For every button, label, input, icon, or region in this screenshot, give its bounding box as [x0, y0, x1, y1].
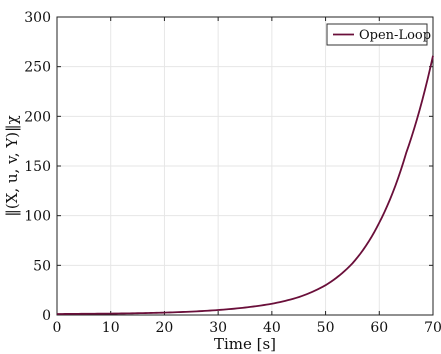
grid: [57, 17, 433, 315]
legend-entry-open-loop: Open-Loop: [359, 28, 431, 43]
x-axis-label: Time [s]: [214, 335, 276, 353]
legend: Open-Loop: [326, 23, 431, 46]
series-layer: [56, 55, 434, 315]
x-tick-label: 40: [263, 320, 281, 336]
y-tick-label: 50: [33, 258, 51, 274]
y-tick-label: 300: [24, 10, 51, 26]
x-tick-label: 10: [102, 320, 120, 336]
x-tick-label: 30: [209, 320, 227, 336]
x-tick-label: 70: [424, 320, 441, 336]
y-tick-label: 150: [24, 159, 51, 175]
plot-frame: [56, 16, 434, 316]
y-tick-label: 100: [24, 209, 51, 225]
legend-box: [326, 23, 428, 46]
y-tick-label: 250: [24, 60, 51, 76]
y-tick-label: 200: [24, 109, 51, 125]
x-tick-label: 50: [317, 320, 335, 336]
x-tick-label: 60: [370, 320, 388, 336]
x-tick-label: 20: [156, 320, 174, 336]
tick-labels: 0 10 20 30 40 50 60 70 0 50 100 150 200 250 300: [24, 10, 441, 336]
series-line-open-loop: [56, 55, 434, 315]
x-tick-label: 0: [53, 320, 62, 336]
y-tick-label: 0: [42, 308, 51, 324]
y-axis-label: ‖(X, u, v, Y)‖χ: [3, 115, 21, 216]
